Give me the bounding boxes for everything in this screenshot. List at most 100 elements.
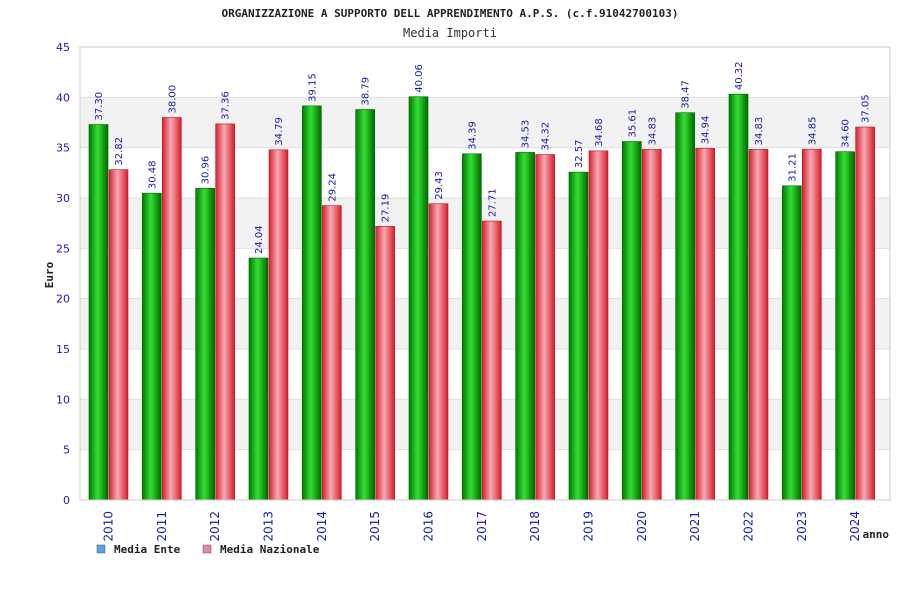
- bar-value-label: 34.85: [807, 117, 818, 146]
- legend-label-media-nazionale: Media Nazionale: [220, 543, 320, 556]
- bar-media-nazionale: [268, 149, 289, 501]
- y-axis-label: Euro: [43, 261, 56, 288]
- bar-value-label: 38.79: [361, 77, 372, 106]
- bar-media-ente: [142, 192, 162, 501]
- bar-value-label: 34.68: [594, 118, 605, 147]
- bar-value-label: 37.05: [861, 94, 872, 123]
- x-tick-label: 2020: [635, 511, 649, 542]
- legend-swatch-media-ente: [96, 544, 106, 554]
- bar-value-label: 34.79: [274, 117, 285, 146]
- bar-value-label: 34.94: [701, 116, 712, 145]
- bar-media-nazionale: [695, 147, 715, 501]
- bar-media-ente: [728, 93, 749, 501]
- plot-area-frame: [79, 46, 891, 501]
- bar-media-ente: [302, 105, 322, 501]
- x-tick-label: 2024: [848, 511, 862, 542]
- bar-media-nazionale: [588, 150, 609, 501]
- bar-media-nazionale: [108, 169, 129, 501]
- bar-media-ente: [622, 141, 642, 501]
- bar-media-nazionale: [375, 225, 395, 501]
- x-tick-label: 2018: [528, 511, 542, 542]
- bar-media-nazionale: [535, 154, 555, 501]
- bar-media-nazionale: [322, 205, 342, 501]
- y-tick-label: 15: [56, 343, 70, 356]
- bar-value-label: 40.32: [734, 61, 745, 90]
- x-tick-label: 2021: [688, 511, 702, 542]
- bar-media-ente: [835, 151, 855, 501]
- bar-value-label: 31.21: [787, 153, 798, 182]
- bar-media-ente: [782, 185, 802, 501]
- y-tick-label: 35: [56, 142, 70, 155]
- bar-value-label: 38.47: [681, 80, 692, 109]
- bar-media-nazionale: [642, 149, 662, 501]
- bar-value-label: 29.43: [434, 171, 445, 200]
- x-tick-label: 2010: [102, 511, 116, 542]
- x-tick-label: 2019: [582, 511, 596, 542]
- x-axis-label: anno: [863, 528, 890, 541]
- x-tick-label: 2022: [742, 511, 756, 542]
- bar-value-label: 34.83: [754, 117, 765, 146]
- y-axis-ticks: 0 5 10 15 20 25 30 35 40 45: [56, 41, 70, 507]
- x-tick-label: 2013: [262, 511, 276, 542]
- bar-value-label: 30.48: [147, 161, 158, 190]
- bar-media-nazionale: [482, 220, 502, 501]
- bar-media-nazionale: [748, 149, 769, 501]
- grid-band: [80, 47, 890, 98]
- bar-media-ente: [675, 112, 695, 501]
- bar-value-label: 34.32: [541, 122, 552, 151]
- bar-media-ente: [88, 124, 109, 501]
- bar-value-label: 34.83: [647, 117, 658, 146]
- bar-media-ente: [408, 96, 429, 501]
- bar-media-nazionale: [215, 123, 235, 501]
- y-tick-label: 20: [56, 293, 70, 306]
- bar-value-label: 29.24: [327, 173, 338, 202]
- bar-media-ente: [515, 152, 535, 501]
- y-tick-label: 5: [63, 444, 70, 457]
- grid-band: [80, 97, 890, 148]
- bar-media-ente: [568, 171, 589, 501]
- bar-media-nazionale: [855, 126, 875, 501]
- bar-media-nazionale: [428, 203, 449, 501]
- bar-value-label: 37.30: [94, 92, 105, 121]
- x-tick-label: 2014: [315, 511, 329, 542]
- y-tick-label: 30: [56, 192, 70, 205]
- bar-value-label: 35.61: [627, 109, 638, 138]
- bar-value-label: 38.00: [167, 85, 178, 114]
- bar-value-label: 32.82: [114, 137, 125, 166]
- chart-title: ORGANIZZAZIONE A SUPPORTO DELL APPRENDIM…: [222, 7, 679, 20]
- y-tick-label: 40: [56, 91, 70, 104]
- bar-value-label: 34.60: [841, 119, 852, 148]
- x-tick-label: 2011: [155, 511, 169, 542]
- bar-series: 37.30 30.48 30.96 24.04 39.15 38.79 40.06 34.39…: [88, 61, 875, 501]
- x-tick-label: 2012: [208, 511, 222, 542]
- bar-value-label: 24.04: [254, 225, 265, 254]
- bar-media-nazionale: [162, 117, 182, 501]
- bar-media-ente: [462, 153, 482, 501]
- bar-value-label: 30.96: [201, 156, 212, 185]
- bar-media-nazionale: [802, 148, 822, 501]
- bar-media-ente: [248, 257, 269, 501]
- bar-value-label: 27.19: [381, 194, 392, 223]
- x-tick-label: 2023: [795, 511, 809, 542]
- y-tick-label: 10: [56, 393, 70, 406]
- bar-media-ente: [355, 109, 375, 501]
- y-tick-label: 0: [63, 494, 70, 507]
- bar-media-ente: [195, 188, 215, 501]
- chart-subtitle: Media Importi: [403, 26, 497, 40]
- x-tick-label: 2016: [422, 511, 436, 542]
- bar-value-label: 37.36: [221, 91, 232, 120]
- bar-value-label: 27.71: [487, 188, 498, 217]
- legend-swatch-media-nazionale: [202, 544, 212, 554]
- y-tick-label: 45: [56, 41, 70, 54]
- x-axis-ticks: 2010 2011 2012 2013 2014 2015 2016 2017 2018 2019…: [102, 511, 863, 542]
- legend-label-media-ente: Media Ente: [114, 543, 181, 556]
- x-tick-label: 2017: [475, 511, 489, 542]
- legend: Media Ente Media Nazionale: [96, 543, 320, 556]
- x-tick-label: 2015: [368, 511, 382, 542]
- y-tick-label: 25: [56, 242, 70, 255]
- bar-value-label: 39.15: [307, 73, 318, 102]
- bar-value-label: 32.57: [574, 139, 585, 168]
- bar-value-label: 40.06: [414, 64, 425, 93]
- bar-value-label: 34.53: [521, 120, 532, 149]
